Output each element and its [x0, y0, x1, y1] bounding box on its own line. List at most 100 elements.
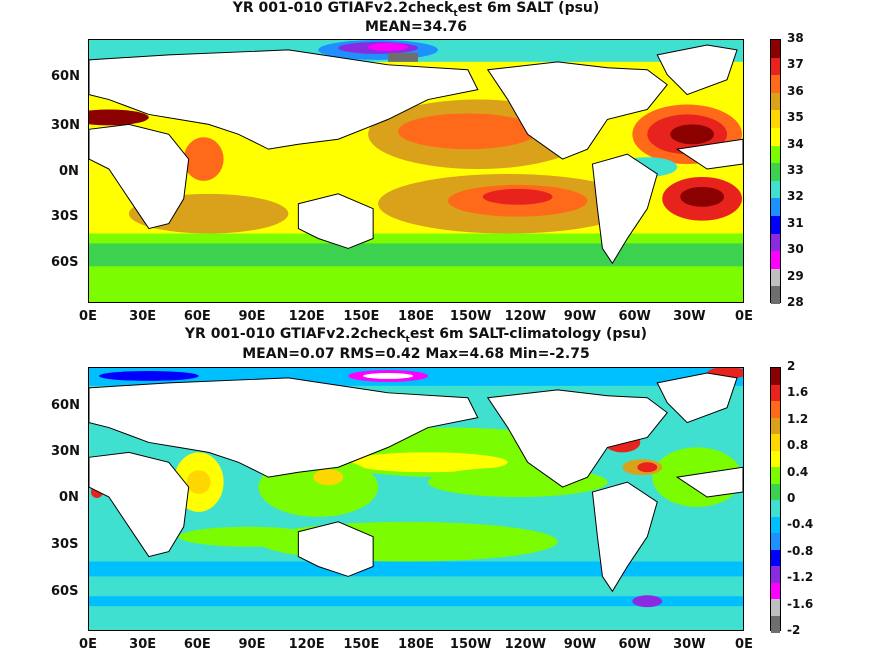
colorbar-segment — [771, 92, 780, 111]
colorbar-tick-label: 32 — [787, 189, 804, 204]
colorbar-tick-label: 31 — [787, 215, 804, 230]
lon-row-1-tick: 150W — [449, 309, 492, 324]
panel1-salinity-map — [88, 39, 744, 303]
lon-row-1-tick: 90W — [563, 309, 597, 324]
lon-row-1-tick: 90E — [238, 309, 266, 324]
colorbar-segment — [771, 483, 780, 501]
panel1-title: YR 001-010 GTIAFv2.2checktest 6m SALT (p… — [88, 0, 744, 19]
panel2-title-subscript: t — [405, 335, 410, 345]
colorbar-segment — [771, 533, 780, 550]
colorbar-segment — [771, 549, 780, 567]
panel2-title-part-b: est 6m SALT-climatology (psu) — [409, 326, 648, 342]
colorbar-tick-label: 2 — [787, 359, 796, 373]
colorbar-tick-label: 29 — [787, 268, 804, 283]
lon-row-1-tick: 30W — [673, 309, 706, 324]
lon-row-1-tick: 30E — [129, 309, 157, 324]
lon-row-2-tick: 180E — [397, 637, 435, 652]
lon-row-1-tick: 180E — [397, 309, 435, 324]
colorbar-tick-label: 37 — [787, 57, 804, 72]
colorbar-segment — [771, 368, 780, 385]
colorbar-segment — [771, 286, 780, 305]
colorbar-tick-label: 35 — [787, 110, 804, 125]
colorbar-segment — [771, 434, 780, 451]
panel2-lat-tick-0n: 0N — [59, 490, 79, 505]
lon-row-1-tick: 60E — [183, 309, 211, 324]
lon-row-2-tick: 0E — [79, 637, 97, 652]
lon-row-2-tick: 60W — [618, 637, 651, 652]
lon-row-1-tick: 0E — [79, 309, 97, 324]
colorbar-segment — [771, 75, 780, 94]
colorbar-segment — [771, 500, 780, 517]
colorbar-segment — [771, 566, 780, 583]
colorbar-segment — [771, 216, 780, 235]
lon-row-2-tick: 90E — [238, 637, 266, 652]
lon-row-1-tick: 0E — [735, 309, 753, 324]
colorbar-segment — [771, 145, 780, 164]
colorbar-segment — [771, 198, 780, 217]
colorbar-segment — [771, 615, 780, 633]
panel2-colorbar — [770, 367, 781, 633]
colorbar-segment — [771, 516, 780, 534]
panel1-title-part-a: YR 001-010 GTIAFv2.2check — [232, 0, 454, 16]
colorbar-tick-label: 1.2 — [787, 411, 809, 426]
panel1-lat-tick-0n: 0N — [59, 164, 79, 179]
lon-row-2-tick: 30W — [673, 637, 706, 652]
colorbar-segment — [771, 180, 780, 199]
colorbar-tick-label: 30 — [787, 242, 804, 257]
panel1-lat-tick-60s: 60S — [51, 255, 79, 270]
lon-row-1-tick: 120E — [288, 309, 325, 324]
panel2-lat-tick-30n: 30N — [51, 444, 80, 459]
colorbar-tick-label: 0 — [787, 491, 796, 505]
colorbar-tick-label: 0.8 — [787, 438, 809, 453]
colorbar-segment — [771, 40, 780, 59]
panel1-lat-tick-60n: 60N — [51, 69, 80, 84]
colorbar-segment — [771, 384, 780, 402]
colorbar-tick-label: -2 — [787, 623, 801, 637]
colorbar-segment — [771, 128, 780, 147]
colorbar-tick-label: 0.4 — [787, 464, 809, 479]
colorbar-segment — [771, 110, 780, 129]
colorbar-tick-label: -1.2 — [787, 570, 814, 585]
colorbar-tick-label: 28 — [787, 295, 804, 309]
colorbar-tick-label: 36 — [787, 83, 804, 98]
colorbar-segment — [771, 57, 780, 76]
lon-row-2-tick: 150W — [449, 637, 492, 652]
colorbar-segment — [771, 163, 780, 182]
lon-row-1-tick: 150E — [343, 309, 380, 324]
panel1-colorbar — [770, 39, 781, 305]
lon-row-2-tick: 120W — [504, 637, 547, 652]
panel2-anomaly-map — [88, 367, 744, 631]
panel2-stats: MEAN=0.07 RMS=0.42 Max=4.68 Min=-2.75 — [242, 346, 590, 362]
colorbar-segment — [771, 251, 780, 270]
lon-row-2-tick: 60E — [183, 637, 211, 652]
colorbar-segment — [771, 401, 780, 418]
panel1-stats: MEAN=34.76 — [364, 19, 468, 35]
lon-row-2-tick: 30E — [129, 637, 157, 652]
colorbar-tick-label: -0.8 — [787, 543, 814, 558]
panel2-lat-tick-60n: 60N — [51, 398, 80, 413]
colorbar-segment — [771, 268, 780, 287]
panel2-lat-tick-60s: 60S — [51, 584, 79, 599]
colorbar-segment — [771, 582, 780, 600]
lon-row-1-tick: 60W — [618, 309, 651, 324]
panel2-title: YR 001-010 GTIAFv2.2checktest 6m SALT-cl… — [88, 326, 744, 345]
lon-row-2-tick: 150E — [343, 637, 380, 652]
panel2-lat-tick-30s: 30S — [51, 537, 79, 552]
panel1-title-subscript: t — [453, 9, 458, 19]
colorbar-segment — [771, 417, 780, 435]
lon-row-2-tick: 0E — [735, 637, 753, 652]
colorbar-tick-label: 1.6 — [787, 385, 809, 400]
colorbar-tick-label: -0.4 — [787, 517, 814, 532]
colorbar-segment — [771, 467, 780, 484]
lon-row-2-tick: 90W — [563, 637, 597, 652]
panel1-lat-tick-30n: 30N — [51, 118, 80, 133]
colorbar-segment — [771, 450, 780, 468]
colorbar-tick-label: 38 — [787, 31, 804, 45]
lon-row-2-tick: 120E — [288, 637, 325, 652]
colorbar-tick-label: 34 — [787, 136, 804, 151]
colorbar-tick-label: -1.6 — [787, 596, 814, 611]
colorbar-tick-label: 33 — [787, 163, 804, 177]
panel1-title-part-b: est 6m SALT (psu) — [457, 0, 600, 16]
panel2-title-part-a: YR 001-010 GTIAFv2.2check — [184, 326, 406, 342]
colorbar-segment — [771, 233, 780, 252]
